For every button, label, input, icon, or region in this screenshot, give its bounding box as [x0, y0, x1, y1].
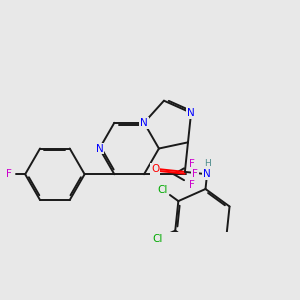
Text: H: H	[204, 159, 210, 168]
Text: N: N	[96, 143, 103, 154]
Text: F: F	[189, 180, 195, 190]
Text: Cl: Cl	[158, 185, 168, 195]
Text: N: N	[203, 169, 211, 179]
Text: H: H	[203, 169, 211, 179]
Text: Cl: Cl	[152, 233, 163, 244]
Text: F: F	[192, 169, 198, 179]
Text: N: N	[187, 108, 195, 118]
Text: F: F	[189, 159, 195, 169]
Text: O: O	[151, 164, 159, 174]
Text: N: N	[140, 118, 148, 128]
Text: F: F	[6, 169, 12, 179]
